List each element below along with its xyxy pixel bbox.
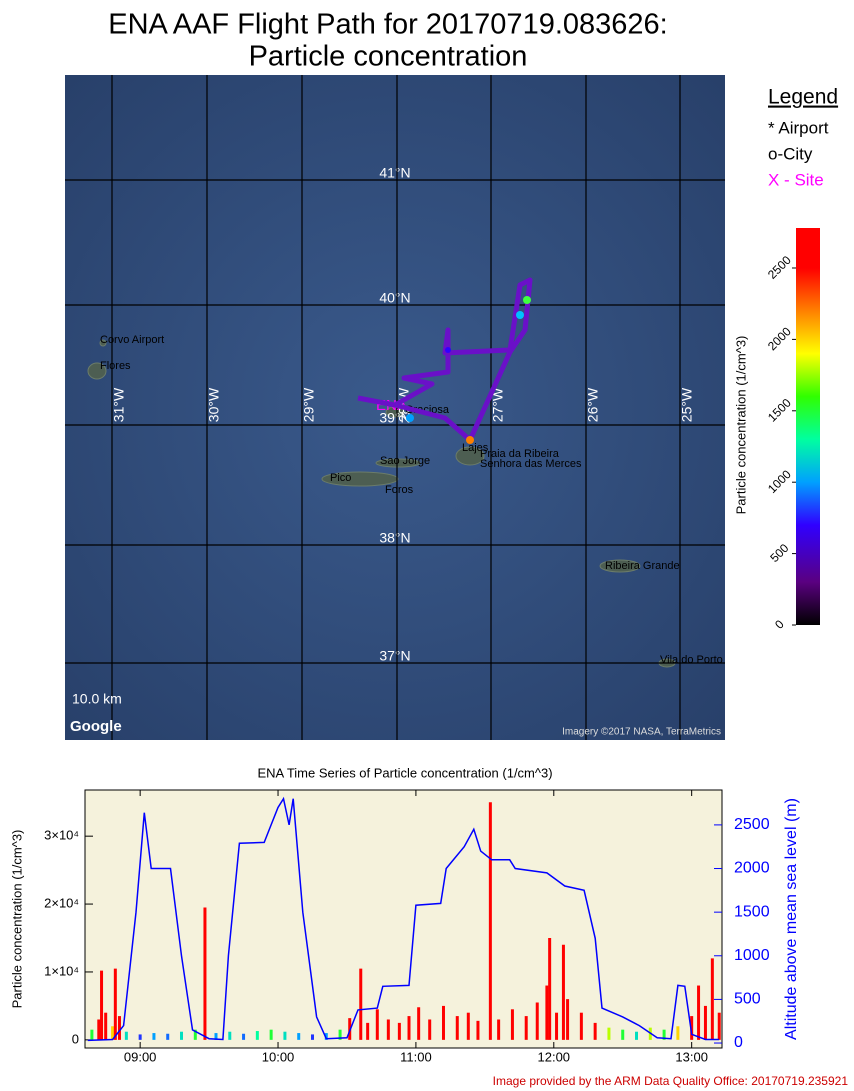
map-scale: 10.0 km [72, 691, 122, 707]
place-label: Corvo Airport [100, 334, 164, 346]
place-label: Sao Jorge [380, 455, 430, 467]
lon-label: 27°W [490, 387, 506, 422]
y-tick-label: 1×10⁴ [44, 963, 79, 978]
lat-label: 37°N [379, 648, 410, 664]
y2-tick-label: 1000 [734, 947, 770, 964]
title: ENA AAF Flight Path for 20170719.083626: [108, 9, 667, 41]
lat-label: 38°N [379, 530, 410, 546]
map-attribution: Imagery ©2017 NASA, TerraMetrics [562, 727, 721, 738]
colorbar-tick-label: 1000 [765, 467, 794, 496]
map-logo: Google [70, 718, 122, 735]
title: Particle concentration [249, 41, 528, 73]
y-tick-label: 3×10⁴ [44, 828, 79, 843]
legend-item: * Airport [768, 118, 829, 137]
flight-colors [406, 296, 531, 444]
plot-area [84, 789, 723, 1049]
y2-tick-label: 2000 [734, 860, 770, 877]
plot: 09:00 10:00 11:00 12:00 13:00 0 1×10⁴ 2×10⁴ 3×10… [44, 790, 770, 1064]
place-label: Flores [100, 360, 131, 372]
colorbar-label: Particle concentration (1/cm^3) [733, 336, 748, 515]
chart-title: ENA Time Series of Particle concentratio… [257, 765, 552, 780]
place-label: Lajes [462, 442, 489, 454]
footer: Image provided by the ARM Data Quality O… [493, 1074, 849, 1088]
islands [87, 339, 676, 668]
y2-tick-label: 0 [734, 1034, 743, 1051]
lat-label: 40°N [379, 290, 410, 306]
map-grid: 41°N40°N39°N38°N37°N31°W 30°W 29°W 28°W 27°W… [65, 75, 725, 740]
place-label: Vila do Porto [660, 654, 723, 666]
colorbar-tick-label: 500 [767, 541, 791, 565]
altitude-line [87, 796, 720, 1042]
colorbar-tick-label: 1500 [765, 396, 794, 425]
colorbar-tick-label: 0 [772, 617, 787, 632]
lon-label: 26°W [585, 387, 601, 422]
y2-tick-label: 2500 [734, 816, 770, 833]
lon-label: 31°W [111, 387, 127, 422]
place-label: Praia da Ribeira [480, 448, 560, 460]
y-tick-label: 2×10⁴ [44, 896, 79, 911]
x-tick-label: 10:00 [262, 1049, 295, 1064]
x-tick-label: 11:00 [400, 1049, 432, 1064]
x-tick-label: 09:00 [124, 1049, 157, 1064]
place-label: Senhora das Merces [480, 458, 582, 470]
y-tick-label: 0 [72, 1031, 79, 1046]
colorbar-bar [796, 228, 820, 625]
lon-label: 25°W [679, 387, 695, 422]
colorbar-tick-label: 2000 [765, 324, 794, 353]
y2-axis-label: Altitude above mean sea level (m) [783, 798, 800, 1040]
x-tick-label: 13:00 [675, 1049, 708, 1064]
y2-tick-label: 1500 [734, 903, 770, 920]
colorbar-tick-label: 2500 [765, 253, 794, 282]
legend-title: Legend [768, 86, 838, 109]
place-label: Ribeira Grande [605, 560, 680, 572]
place-label: Pico [330, 472, 351, 484]
legend-item: o-City [768, 144, 813, 163]
place-label: Foros [385, 484, 414, 496]
lat-label: 39°N [379, 410, 410, 426]
flight-path [357, 277, 533, 443]
lat-label: 41°N [379, 165, 410, 181]
lon-label: 29°W [301, 387, 317, 422]
y2-tick-label: 500 [734, 991, 761, 1008]
x-tick-label: 12:00 [538, 1049, 571, 1064]
y-axis-label: Particle concentration (1/cm^3) [9, 830, 24, 1009]
lon-label: 30°W [206, 387, 222, 422]
colorbar: 0 500 1000 1500 2000 2500 [765, 228, 820, 632]
legend-item: X - Site [768, 170, 824, 189]
